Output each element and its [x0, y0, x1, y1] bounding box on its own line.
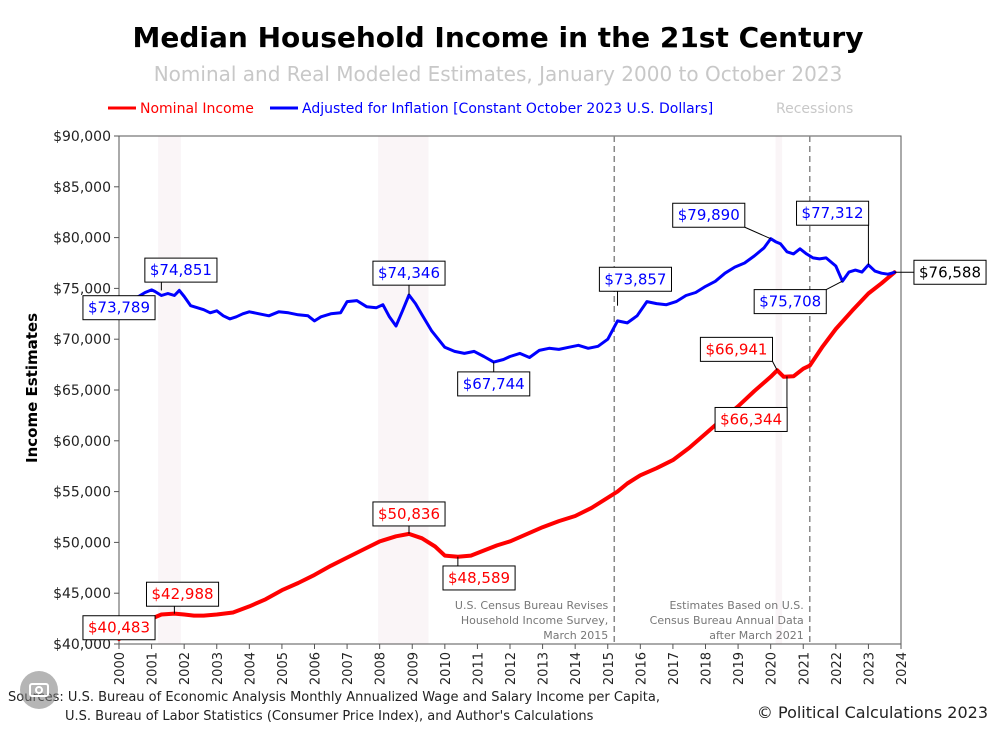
x-tick-label: 2022 [830, 652, 845, 685]
data-label-box [796, 200, 870, 226]
data-label-leader [772, 361, 778, 371]
marker-annotation-line: Estimates Based on U.S. [669, 599, 803, 612]
series-line-nominal [117, 270, 897, 642]
data-label: $77,312 [802, 204, 864, 222]
data-label-box [672, 202, 746, 228]
y-tick-label: $65,000 [53, 383, 111, 399]
x-tick-label: 2012 [504, 652, 519, 685]
data-label: $73,857 [604, 270, 666, 288]
x-tick-label: 2003 [211, 652, 226, 685]
data-label: $67,744 [463, 375, 525, 393]
marker-annotation-line: U.S. Census Bureau Revises [455, 599, 609, 612]
x-tick-label: 2009 [406, 652, 421, 685]
x-tick-label: 2011 [471, 652, 486, 685]
data-label-box [913, 259, 987, 285]
legend-label-nominal: Nominal Income [140, 101, 254, 117]
series-line-real [117, 237, 896, 364]
data-label-box [442, 565, 516, 591]
x-tick-label: 2000 [113, 652, 128, 685]
data-label-box [372, 501, 446, 527]
recession-band-2 [775, 136, 783, 644]
x-tick-label: 2014 [569, 652, 584, 685]
data-label-box [457, 371, 531, 397]
data-label-box [82, 615, 156, 641]
data-label: $74,851 [150, 261, 212, 279]
data-label-box [372, 260, 446, 286]
y-axis-label: Income Estimates [23, 313, 41, 463]
camera-body [29, 683, 49, 697]
y-tick-label: $50,000 [53, 535, 111, 551]
x-tick-label: 2017 [667, 652, 682, 685]
marker-annotation-line: after March 2021 [709, 629, 804, 642]
legend-label-real: Adjusted for Inflation [Constant October… [302, 101, 713, 117]
y-tick-label: $80,000 [53, 231, 111, 247]
data-label: $42,988 [152, 585, 214, 603]
x-tick-label: 2010 [439, 652, 454, 685]
sources-line-1: Sources: U.S. Bureau of Economic Analysi… [8, 690, 660, 705]
data-label-box [753, 289, 827, 315]
x-tick-label: 2007 [341, 652, 356, 685]
y-tick-label: $55,000 [53, 485, 111, 501]
x-tick-label: 2013 [537, 652, 552, 685]
marker-annotation-line: Census Bureau Annual Data [650, 614, 804, 627]
x-tick-label: 2004 [243, 652, 258, 685]
y-tick-label: $85,000 [53, 180, 111, 196]
x-tick-label: 2002 [178, 652, 193, 685]
sources-line-2: U.S. Bureau of Labor Statistics (Consume… [65, 709, 594, 724]
x-tick-label: 2015 [602, 652, 617, 685]
y-tick-label: $75,000 [53, 281, 111, 297]
recession-band-0 [158, 136, 181, 644]
data-label-leader [826, 280, 843, 291]
x-tick-label: 2001 [146, 652, 161, 685]
x-tick-label: 2019 [732, 652, 747, 685]
legend-label-recessions: Recessions [776, 101, 853, 117]
recession-band-1 [378, 136, 429, 644]
data-label: $76,588 [919, 263, 981, 281]
chart-title: Median Household Income in the 21st Cent… [133, 21, 864, 54]
data-label: $66,344 [720, 410, 782, 428]
x-tick-label: 2023 [862, 652, 877, 685]
plot-area: $40,000 $45,000 $50,000 $55,000 $60,000 $65,0… [53, 129, 987, 685]
y-tick-label: $40,000 [53, 637, 111, 653]
data-label-box [714, 406, 788, 432]
data-label: $66,941 [705, 340, 767, 358]
x-tick-label: 2008 [374, 652, 389, 685]
marker-annotation-line: Household Income Survey, [461, 614, 608, 627]
x-tick-label: 2016 [634, 652, 649, 685]
data-label-leader [744, 226, 771, 240]
data-label-box [598, 266, 672, 292]
data-label: $79,890 [678, 206, 740, 224]
y-tick-label: $70,000 [53, 332, 111, 348]
data-label-box [144, 257, 218, 283]
data-label: $48,589 [448, 569, 510, 587]
data-label-box [699, 336, 774, 362]
camera-icon[interactable] [20, 671, 58, 709]
y-tick-label: $90,000 [53, 129, 111, 145]
y-tick-label: $45,000 [53, 586, 111, 602]
x-tick-label: 2024 [895, 652, 910, 685]
marker-annotation-line: March 2015 [543, 629, 608, 642]
data-label: $74,346 [378, 264, 440, 282]
chart-subtitle: Nominal and Real Modeled Estimates, Janu… [154, 62, 843, 86]
x-tick-label: 2018 [700, 652, 715, 685]
data-label-box [82, 295, 156, 321]
data-label: $75,708 [759, 293, 821, 311]
x-tick-label: 2020 [765, 652, 780, 685]
y-tick-label: $60,000 [53, 434, 111, 450]
data-label: $50,836 [378, 505, 440, 523]
legend: Nominal Income Adjusted for Inflation [C… [108, 101, 853, 117]
data-label-box [145, 581, 220, 607]
x-tick-label: 2006 [309, 652, 324, 685]
data-label: $73,789 [88, 299, 150, 317]
x-tick-label: 2005 [276, 652, 291, 685]
data-label: $40,483 [88, 619, 150, 637]
x-tick-label: 2021 [797, 652, 812, 685]
copyright: © Political Calculations 2023 [757, 703, 988, 722]
camera-lens [35, 686, 43, 694]
